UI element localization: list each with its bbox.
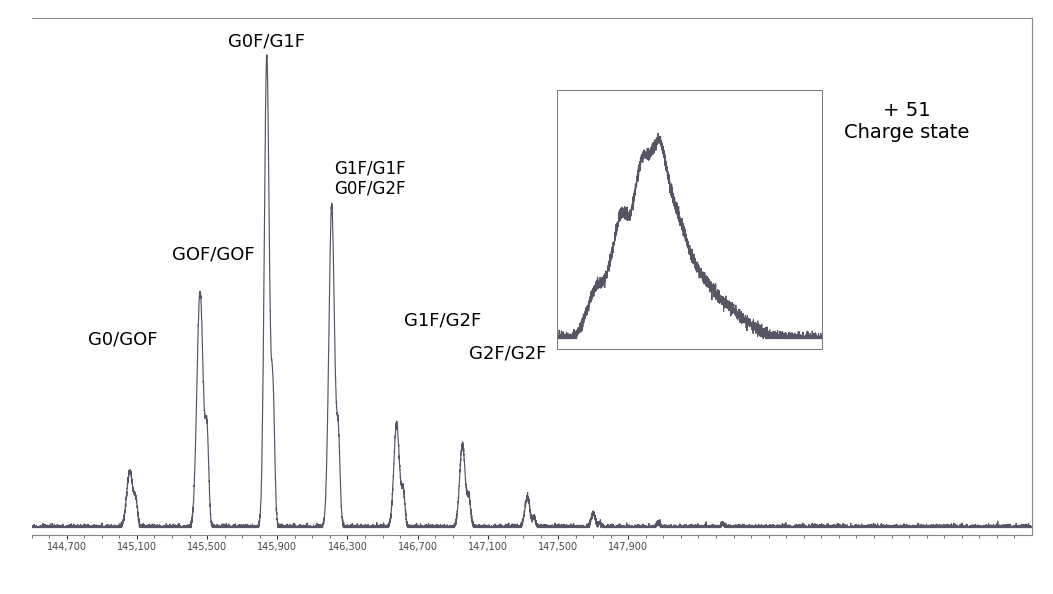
Text: G1F/G2F: G1F/G2F: [403, 311, 481, 329]
Text: GOF/GOF: GOF/GOF: [172, 245, 255, 263]
Text: G2F/G2F: G2F/G2F: [470, 345, 547, 362]
Text: G0F/G1F: G0F/G1F: [229, 33, 305, 51]
Text: G1F/G1F
G0F/G2F: G1F/G1F G0F/G2F: [334, 160, 406, 197]
Text: + 51
Charge state: + 51 Charge state: [845, 100, 970, 142]
Text: G0/GOF: G0/GOF: [87, 330, 157, 348]
